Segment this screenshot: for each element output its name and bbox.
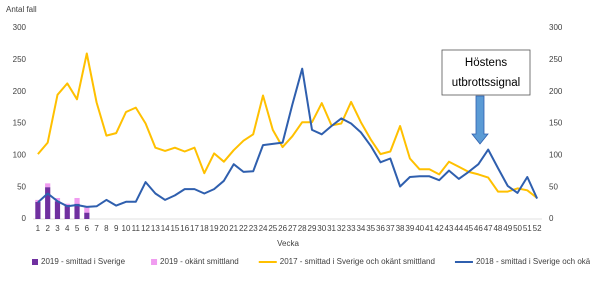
x-tick-label: 44 xyxy=(454,224,463,233)
bar xyxy=(45,183,51,188)
x-tick-label: 51 xyxy=(523,224,532,233)
x-tick-label: 35 xyxy=(366,224,375,233)
x-tick-label: 25 xyxy=(268,224,277,233)
bar xyxy=(74,203,80,219)
legend-label: 2017 - smittad i Sverige och okänt smitt… xyxy=(280,257,435,266)
bar xyxy=(45,187,51,219)
bar xyxy=(35,199,41,202)
line xyxy=(37,52,538,199)
x-tick-label: 27 xyxy=(288,224,297,233)
y2-tick-label: 200 xyxy=(549,87,563,96)
x-tick-label: 38 xyxy=(396,224,405,233)
x-tick-label: 23 xyxy=(249,224,258,233)
y-tick-label: 0 xyxy=(22,214,27,223)
bar xyxy=(64,204,70,219)
x-tick-label: 50 xyxy=(513,224,522,233)
x-tick-label: 8 xyxy=(104,224,109,233)
x-tick-label: 31 xyxy=(327,224,336,233)
annotation-arrow xyxy=(471,95,489,145)
x-tick-label: 42 xyxy=(435,224,444,233)
annotation-text: Höstens xyxy=(465,57,507,69)
x-tick-label: 10 xyxy=(122,224,131,233)
x-tick-label: 17 xyxy=(190,224,199,233)
y2-tick-label: 250 xyxy=(549,55,563,64)
x-tick-label: 3 xyxy=(55,224,60,233)
x-tick-label: 12 xyxy=(141,224,150,233)
legend-swatch xyxy=(151,259,158,265)
x-tick-label: 28 xyxy=(298,224,307,233)
bar xyxy=(54,197,61,202)
x-tick-label: 30 xyxy=(317,224,326,233)
x-tick-label: 16 xyxy=(180,224,189,233)
x-tick-label: 21 xyxy=(229,224,238,233)
x-tick-label: 43 xyxy=(445,224,454,233)
y2-tick-label: 150 xyxy=(549,119,563,128)
x-tick-label: 14 xyxy=(161,224,170,233)
x-tick-label: 47 xyxy=(484,224,493,233)
x-tick-label: 45 xyxy=(464,224,473,233)
x-tick-label: 37 xyxy=(386,224,395,233)
x-tick-label: 52 xyxy=(533,224,542,233)
y-tick-label: 300 xyxy=(13,23,27,32)
x-tick-label: 24 xyxy=(259,224,268,233)
x-tick-label: 34 xyxy=(356,224,365,233)
legend-label: 2018 - smittad i Sverige och okänt smitt… xyxy=(476,257,590,266)
x-tick-label: 2 xyxy=(45,224,50,233)
x-tick-label: 19 xyxy=(210,224,219,233)
x-tick-label: 22 xyxy=(239,224,248,233)
x-tick-label: 9 xyxy=(114,224,119,233)
x-tick-label: 49 xyxy=(503,224,512,233)
annotation: Höstens utbrottssignal xyxy=(441,49,531,145)
x-tick-label: 39 xyxy=(405,224,414,233)
x-tick-label: 48 xyxy=(493,224,502,233)
x-tick-label: 41 xyxy=(425,224,434,233)
bar xyxy=(74,197,80,204)
bar xyxy=(54,201,61,219)
legend-label: 2019 - okänt smittland xyxy=(160,257,239,266)
x-tick-label: 4 xyxy=(65,224,70,233)
bar xyxy=(35,201,41,219)
x-tick-label: 15 xyxy=(170,224,179,233)
x-tick-label: 29 xyxy=(308,224,317,233)
y-axis-label: Antal fall xyxy=(6,5,37,14)
y-tick-label: 100 xyxy=(13,150,27,159)
y2-tick-label: 0 xyxy=(549,214,554,223)
x-tick-label: 33 xyxy=(347,224,356,233)
x-axis-label: Vecka xyxy=(277,239,299,248)
x-tick-label: 5 xyxy=(75,224,80,233)
x-tick-label: 6 xyxy=(85,224,90,233)
x-tick-label: 32 xyxy=(337,224,346,233)
y-tick-label: 50 xyxy=(17,182,26,191)
bar xyxy=(64,203,70,205)
x-tick-label: 26 xyxy=(278,224,287,233)
x-tick-label: 40 xyxy=(415,224,424,233)
x-tick-label: 18 xyxy=(200,224,209,233)
x-tick-label: 13 xyxy=(151,224,160,233)
y2-tick-label: 50 xyxy=(549,182,558,191)
y2-tick-label: 300 xyxy=(549,23,563,32)
y-tick-label: 250 xyxy=(13,55,27,64)
x-tick-label: 36 xyxy=(376,224,385,233)
y2-tick-label: 100 xyxy=(549,150,563,159)
x-tick-label: 11 xyxy=(132,224,141,233)
annotation-text: utbrottssignal xyxy=(452,77,520,89)
x-tick-label: 7 xyxy=(94,224,99,233)
bar xyxy=(84,207,90,213)
y-tick-label: 150 xyxy=(13,119,27,128)
bar xyxy=(84,212,90,219)
x-tick-label: 20 xyxy=(219,224,228,233)
y-tick-label: 200 xyxy=(13,87,27,96)
annotation-box xyxy=(441,49,531,96)
legend-label: 2019 - smittad i Sverige xyxy=(41,257,126,266)
legend-swatch xyxy=(32,259,38,265)
x-tick-label: 1 xyxy=(36,224,41,233)
line xyxy=(37,67,539,208)
x-tick-label: 46 xyxy=(474,224,483,233)
